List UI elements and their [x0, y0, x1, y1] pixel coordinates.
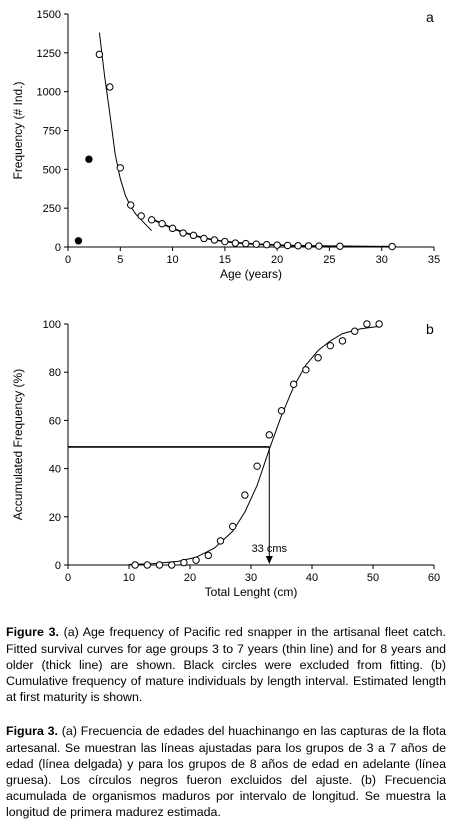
- x-tick-label: 30: [245, 572, 257, 584]
- caption-english-text: (a) Age frequency of Pacific red snapper…: [6, 625, 446, 705]
- data-point: [168, 561, 176, 569]
- data-point: [168, 224, 177, 233]
- x-tick-label: 0: [65, 254, 71, 266]
- age-frequency-plot: 0 5 10 15 20 25 30 35 0 250 500 750 1000 1250 1500 Age …: [11, 9, 440, 281]
- y-tick-label: 20: [49, 512, 61, 524]
- y-tick-label: 500: [43, 164, 61, 176]
- age-frequency-chart: 0 5 10 15 20 25 30 35 0 250 500 750 1000 1250 1500 Age …: [0, 0, 451, 300]
- data-point: [294, 242, 302, 250]
- caption-english-label: Figure 3.: [6, 625, 59, 640]
- data-point: [326, 341, 334, 350]
- maturity-label: 33 cms: [252, 543, 288, 555]
- data-point: [116, 164, 124, 172]
- data-point: [290, 380, 298, 388]
- data-point: [127, 201, 135, 209]
- fit-line: [98, 32, 153, 232]
- y-tick-label: 100: [43, 319, 61, 331]
- y-axis-label: Accumulated Frequency (%): [11, 369, 25, 520]
- y-tick-label: 750: [43, 126, 61, 138]
- x-tick-label: 20: [184, 572, 196, 584]
- x-tick-label: 40: [306, 572, 318, 584]
- excluded-data-point: [74, 237, 83, 245]
- fit-line: [151, 218, 393, 248]
- data-point: [302, 366, 310, 374]
- x-tick-label: 15: [219, 254, 231, 266]
- data-point: [388, 242, 396, 251]
- y-tick-label: 80: [49, 367, 61, 379]
- y-tick-label: 250: [43, 203, 61, 215]
- panel-label: a: [426, 9, 434, 25]
- data-point: [231, 239, 240, 247]
- y-tick-label: 0: [55, 242, 61, 254]
- data-point: [283, 241, 292, 250]
- y-tick-label: 1250: [37, 48, 61, 60]
- data-point: [216, 537, 225, 545]
- y-tick-label: 0: [55, 560, 61, 572]
- y-tick-label: 60: [49, 415, 61, 427]
- data-point: [363, 320, 371, 328]
- fit-line: [128, 325, 380, 565]
- caption-spanish-text: (a) Frecuencia de edades del huachinango…: [6, 724, 446, 820]
- x-tick-label: 35: [428, 254, 440, 266]
- x-axis-label: Total Lenght (cm): [205, 585, 298, 599]
- y-tick-label: 1500: [37, 9, 61, 21]
- data-point: [179, 229, 187, 237]
- data-point: [180, 558, 188, 567]
- caption-spanish-label: Figura 3.: [6, 724, 58, 739]
- x-tick-label: 5: [117, 254, 123, 266]
- maturity-arrow: [265, 556, 273, 564]
- x-tick-label: 10: [123, 572, 135, 584]
- data-point: [314, 354, 322, 362]
- data-point: [147, 216, 156, 224]
- data-point: [210, 236, 219, 244]
- x-tick-label: 10: [166, 254, 178, 266]
- data-point: [137, 212, 145, 220]
- y-axis-label: Frequency (# Ind.): [11, 81, 25, 179]
- data-point: [241, 491, 249, 499]
- data-point: [204, 551, 213, 560]
- data-point: [200, 234, 208, 243]
- x-tick-label: 20: [271, 254, 283, 266]
- data-point: [158, 220, 166, 228]
- data-point: [189, 231, 198, 240]
- data-point: [338, 337, 347, 345]
- y-tick-label: 40: [49, 464, 61, 476]
- data-point: [304, 242, 313, 250]
- data-point: [106, 83, 114, 91]
- caption-spanish: Figura 3. (a) Frecuencia de edades del h…: [6, 723, 446, 820]
- caption-english: Figure 3. (a) Age frequency of Pacific r…: [6, 624, 446, 705]
- data-point: [265, 431, 273, 439]
- data-point: [375, 320, 383, 328]
- x-axis-label: Age (years): [220, 267, 282, 281]
- data-point: [131, 561, 139, 569]
- data-point: [252, 240, 260, 248]
- panel-label: b: [426, 321, 434, 337]
- data-point: [315, 242, 323, 250]
- x-tick-label: 0: [65, 572, 71, 584]
- accumulated-frequency-chart: 0 10 20 30 40 50 60 0 20 40 60 80 100 Total Lenght (c…: [0, 312, 451, 608]
- x-tick-label: 30: [376, 254, 388, 266]
- data-point: [229, 522, 237, 531]
- data-point: [155, 561, 164, 569]
- data-point: [351, 327, 359, 335]
- data-point: [273, 241, 281, 249]
- data-point: [336, 242, 344, 250]
- data-point: [192, 556, 200, 564]
- data-point: [221, 237, 229, 246]
- x-tick-label: 60: [428, 572, 440, 584]
- data-point: [262, 240, 271, 249]
- data-point: [277, 407, 286, 415]
- x-tick-label: 25: [323, 254, 335, 266]
- data-point: [95, 50, 104, 59]
- data-point: [253, 462, 261, 470]
- y-tick-label: 1000: [37, 87, 61, 99]
- data-point: [143, 561, 152, 569]
- x-tick-label: 50: [367, 572, 379, 584]
- accumulated-frequency-plot: 0 10 20 30 40 50 60 0 20 40 60 80 100 Total Lenght (c…: [11, 319, 440, 599]
- excluded-data-point: [85, 155, 93, 163]
- data-point: [242, 239, 250, 248]
